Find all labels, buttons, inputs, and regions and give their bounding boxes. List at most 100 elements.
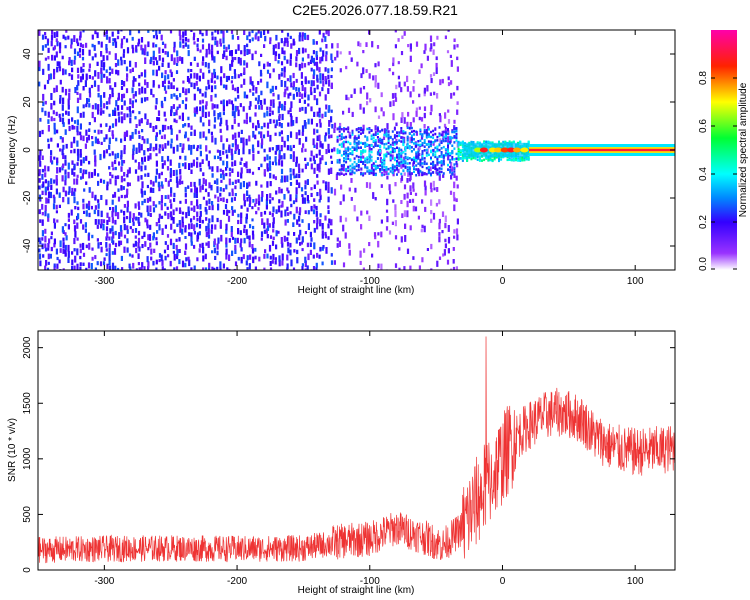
spectrogram-cell <box>222 104 225 112</box>
spectrogram-cell <box>79 42 82 48</box>
spectrogram-cell <box>216 186 219 193</box>
spectrogram-cell <box>120 80 124 85</box>
spectrogram-cell <box>301 248 304 252</box>
spectrogram-cell <box>299 242 302 246</box>
spectrogram-cell <box>64 88 68 96</box>
spectrogram-cell <box>427 169 430 172</box>
spectrogram-cell <box>457 148 460 152</box>
spectrogram-cell <box>409 43 412 50</box>
spectrogram-cell <box>82 203 85 210</box>
spectrogram-cell <box>234 138 237 146</box>
spectrogram-cell <box>79 248 82 254</box>
spectrogram-cell <box>325 54 328 62</box>
spectrogram-cell <box>268 244 272 252</box>
spectrogram-cell <box>302 143 305 148</box>
spectrogram-cell <box>41 168 44 173</box>
spectrogram-cell <box>208 182 211 189</box>
spectrogram-cell <box>339 168 343 176</box>
spectrogram-cell <box>178 162 181 169</box>
spectrogram-cell <box>410 134 413 137</box>
spectrogram-cell <box>123 113 126 121</box>
spectrogram-cell <box>423 112 426 119</box>
spectrogram-cell <box>93 117 96 123</box>
spectrogram-cell <box>324 231 327 236</box>
spectrogram-cell <box>234 105 237 112</box>
spectrogram-cell <box>298 35 301 42</box>
spectrogram-cell <box>210 224 214 230</box>
spectrogram-cell <box>196 145 199 149</box>
spectrogram-cell <box>76 201 79 205</box>
spectrogram-cell <box>395 122 398 127</box>
spectrogram-cell <box>146 219 149 226</box>
spectrogram-cell <box>99 110 103 116</box>
spectrogram-cell <box>172 250 175 254</box>
spectrogram-cell <box>88 63 91 69</box>
spectrogram-cell <box>141 190 144 198</box>
spectrogram-cell <box>123 148 126 155</box>
spectrogram-cell <box>318 113 321 118</box>
spectrogram-cell <box>258 61 261 67</box>
spectrogram-cell <box>298 47 301 55</box>
spectrogram-cell <box>231 206 234 210</box>
spectrogram-cell <box>370 150 373 154</box>
spectrogram-cell <box>45 197 48 204</box>
spectrogram-cell <box>338 143 341 147</box>
spectrogram-cell <box>76 106 79 114</box>
spectrogram-cell <box>143 190 146 196</box>
spectrogram-cell <box>158 213 161 219</box>
spectrogram-cell <box>114 230 117 236</box>
spectrogram-cell <box>152 50 155 56</box>
spectrogram-cell <box>312 266 316 270</box>
spectrogram-cell <box>53 179 56 184</box>
spectrogram-cell <box>408 157 411 160</box>
x-tick-label: -200 <box>227 276 247 287</box>
spectrogram-cell <box>425 128 428 132</box>
spectrogram-cell <box>442 174 445 178</box>
spectrogram-cell <box>362 131 365 134</box>
spectrogram-cell <box>372 145 375 149</box>
spectrogram-cell <box>395 84 398 90</box>
spectrogram-cell <box>357 136 360 139</box>
spectrogram-cell <box>447 248 450 254</box>
spectrogram-cell <box>184 225 187 230</box>
spectrogram-cell <box>44 210 47 217</box>
y-tick-label: -20 <box>22 190 33 205</box>
spectrogram-cell <box>182 44 185 49</box>
spectrogram-cell <box>155 30 158 36</box>
spectrogram-cell <box>304 231 307 235</box>
spectrogram-cell <box>383 128 386 135</box>
spectrogram-cell <box>336 237 339 242</box>
spectrogram-cell <box>47 119 50 124</box>
spectrogram-cell <box>176 87 179 92</box>
spectrogram-cell <box>413 142 415 145</box>
spectrogram-cell <box>38 237 41 242</box>
spectrogram-cell <box>172 217 175 224</box>
spectrogram-cell <box>435 62 438 68</box>
spectrogram-cell <box>394 44 397 49</box>
spectrogram-cell <box>164 241 167 245</box>
spectrogram-cell <box>161 259 164 266</box>
spectrogram-cell <box>374 81 377 88</box>
spectrogram-cell <box>175 119 178 124</box>
spectrogram-cell <box>146 197 149 203</box>
spectrogram-cell <box>213 180 217 184</box>
spectrogram-cell <box>97 129 100 135</box>
spectrogram-cell <box>76 97 80 103</box>
spectrogram-cell <box>178 104 181 109</box>
spectrogram-cell <box>246 35 249 41</box>
spectrogram-cell <box>350 94 353 98</box>
spectrogram-cell <box>455 133 458 136</box>
spectrogram-cell <box>255 125 258 131</box>
spectrogram-cell <box>304 87 307 94</box>
spectrogram-cell <box>415 156 418 160</box>
spectrogram-cell <box>170 138 173 144</box>
spectrogram-cell <box>325 104 328 110</box>
spectrogram-cell <box>429 35 433 42</box>
spectrogram-cell <box>444 126 447 130</box>
spectrogram-cell <box>252 153 255 161</box>
spectrogram-cell <box>421 151 424 155</box>
spectrogram-cell <box>347 107 351 113</box>
spectrogram-cell <box>436 168 439 171</box>
spectrogram-cell <box>67 197 70 205</box>
spectrogram-cell <box>340 154 343 157</box>
